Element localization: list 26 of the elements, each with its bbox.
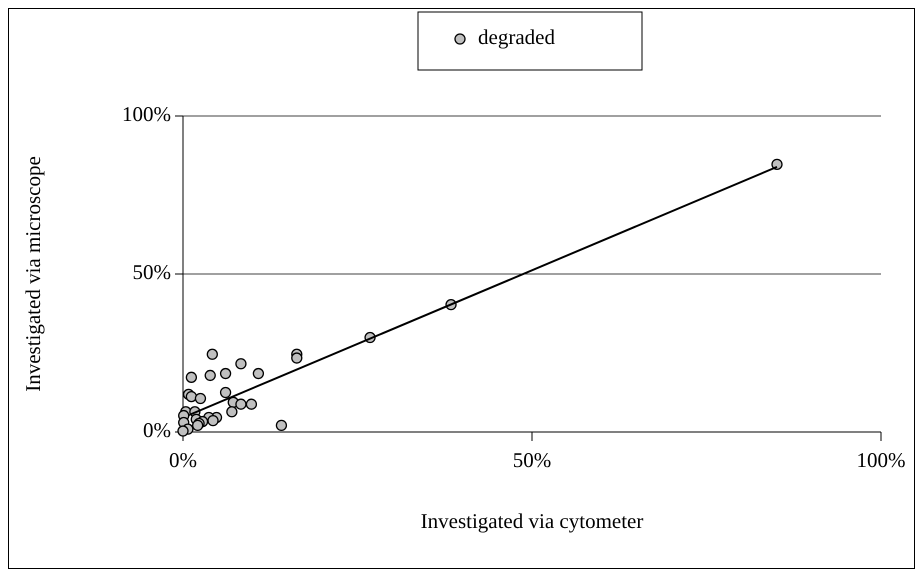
x-tick-label: 0% — [169, 448, 197, 472]
point — [276, 420, 288, 432]
point — [252, 368, 264, 380]
point — [206, 348, 218, 360]
y-tick-label: 100% — [122, 102, 171, 126]
point — [246, 398, 258, 410]
point — [291, 352, 302, 364]
point — [207, 414, 219, 426]
x-tick-label: 100% — [856, 448, 906, 472]
point — [186, 390, 198, 402]
y-tick-label: 50% — [132, 260, 171, 284]
x-axis-title: Investigated via cytometer — [420, 509, 644, 533]
legend-label: degraded — [478, 24, 556, 49]
point — [186, 372, 198, 383]
y-axis-title: Investigated via microscope — [21, 156, 45, 392]
point — [220, 386, 232, 398]
point — [194, 392, 206, 404]
point — [226, 406, 238, 418]
point — [204, 370, 216, 382]
point — [771, 158, 783, 170]
y-tick-label: 0% — [143, 418, 171, 442]
point — [235, 358, 247, 370]
point — [177, 425, 189, 437]
point — [235, 398, 247, 410]
point — [220, 368, 232, 380]
x-tick-label: 50% — [512, 448, 552, 472]
